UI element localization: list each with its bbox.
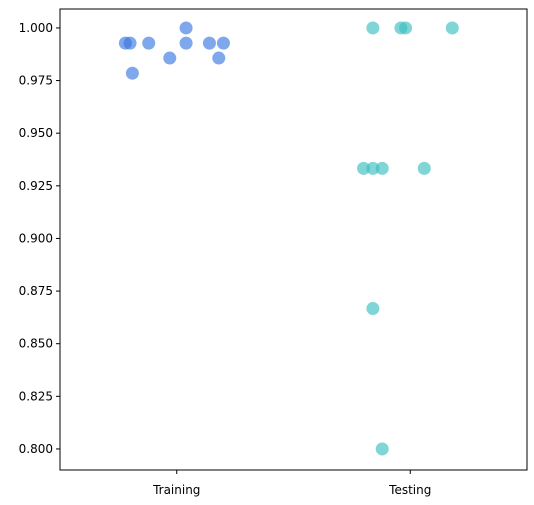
data-point	[366, 161, 380, 175]
data-point	[179, 36, 193, 50]
y-tick-label: 0.800	[19, 442, 53, 456]
y-tick-label: 0.950	[19, 126, 53, 140]
data-point	[366, 302, 380, 316]
data-points	[118, 21, 459, 456]
data-point	[399, 21, 413, 35]
y-tick-label: 1.000	[19, 21, 53, 35]
y-tick-label: 0.925	[19, 179, 53, 193]
y-tick-label: 0.900	[19, 231, 53, 245]
data-point	[142, 36, 156, 50]
y-tick-label: 0.825	[19, 389, 53, 403]
x-tick-label: Testing	[388, 483, 431, 497]
data-point	[417, 161, 431, 175]
y-axis: 0.800 0.825 0.850 0.875 0.900 0.925 0.950 0.975…	[19, 21, 60, 456]
y-tick-label: 0.875	[19, 284, 53, 298]
y-tick-label: 0.850	[19, 337, 53, 351]
data-point	[216, 36, 230, 50]
data-point	[202, 36, 216, 50]
data-point	[179, 21, 193, 35]
data-point	[123, 36, 137, 50]
x-tick-label: Training	[152, 483, 200, 497]
data-point	[445, 21, 459, 35]
data-point	[366, 21, 380, 35]
data-point	[375, 161, 389, 175]
data-point	[125, 66, 139, 80]
data-point	[357, 161, 371, 175]
plot-frame	[59, 8, 528, 471]
y-tick-label: 0.975	[19, 74, 53, 88]
data-point	[375, 442, 389, 456]
x-axis: Training Testing	[152, 470, 431, 497]
data-point	[212, 51, 226, 65]
data-point	[163, 51, 177, 65]
